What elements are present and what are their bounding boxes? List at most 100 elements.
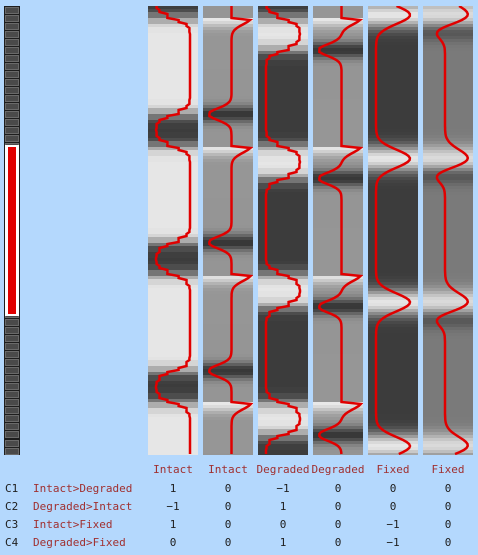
- contrast-weight[interactable]: 0: [444, 518, 452, 531]
- contrast-weight[interactable]: 0: [169, 536, 177, 549]
- scan-block[interactable]: [5, 343, 19, 351]
- intensity-band: [203, 213, 253, 217]
- intensity-band: [258, 318, 308, 322]
- scan-block[interactable]: [5, 335, 19, 343]
- intensity-band: [313, 57, 363, 61]
- contrast-weight[interactable]: 0: [224, 500, 232, 513]
- contrast-weight[interactable]: 1: [279, 500, 287, 513]
- scan-block[interactable]: [5, 70, 19, 78]
- scan-block[interactable]: [5, 423, 19, 431]
- scan-block[interactable]: [5, 415, 19, 423]
- intensity-band: [258, 303, 308, 307]
- scan-block[interactable]: [5, 327, 19, 335]
- contrast-weight[interactable]: 0: [334, 500, 342, 513]
- intensity-band: [423, 444, 473, 448]
- scan-block[interactable]: [5, 30, 19, 38]
- intensity-band: [313, 435, 363, 439]
- scan-block[interactable]: [5, 399, 19, 407]
- contrast-weight[interactable]: 0: [334, 482, 342, 495]
- intensity-band: [258, 102, 308, 106]
- contrast-label[interactable]: Intact>Fixed: [33, 518, 113, 531]
- regressor-column-6[interactable]: [423, 6, 473, 455]
- regressor-column-5[interactable]: [368, 6, 418, 455]
- contrast-weight[interactable]: −1: [166, 500, 180, 513]
- selected-session-marker[interactable]: [5, 145, 19, 316]
- contrast-weight[interactable]: 0: [389, 482, 397, 495]
- intensity-band: [313, 393, 363, 397]
- contrast-weight[interactable]: 0: [334, 536, 342, 549]
- intensity-band: [313, 225, 363, 229]
- scan-block[interactable]: [5, 54, 19, 62]
- scan-block[interactable]: [5, 431, 19, 439]
- scan-block[interactable]: [5, 383, 19, 391]
- contrast-label[interactable]: Degraded>Intact: [33, 500, 133, 513]
- contrast-weight[interactable]: 0: [224, 482, 232, 495]
- contrast-weight[interactable]: 0: [334, 518, 342, 531]
- scan-block[interactable]: [5, 447, 19, 455]
- intensity-band: [423, 417, 473, 421]
- contrast-weight[interactable]: 0: [389, 500, 397, 513]
- contrast-weight[interactable]: 0: [444, 482, 452, 495]
- intensity-band: [313, 342, 363, 346]
- scan-block[interactable]: [5, 94, 19, 102]
- intensity-band: [368, 90, 418, 94]
- intensity-band: [313, 108, 363, 112]
- scan-block[interactable]: [5, 407, 19, 415]
- scan-block[interactable]: [5, 126, 19, 134]
- regressor-column-3[interactable]: [258, 6, 308, 455]
- scan-block[interactable]: [5, 38, 19, 46]
- scan-block[interactable]: [5, 319, 19, 327]
- contrast-weight[interactable]: −1: [386, 518, 400, 531]
- intensity-band: [258, 423, 308, 427]
- contrast-weight[interactable]: 1: [169, 518, 177, 531]
- scan-block[interactable]: [5, 46, 19, 54]
- intensity-band: [258, 312, 308, 316]
- intensity-band: [203, 369, 253, 373]
- intensity-band: [368, 102, 418, 106]
- scan-block[interactable]: [5, 118, 19, 126]
- regressor-column-4[interactable]: [313, 6, 363, 455]
- intensity-band: [148, 411, 198, 415]
- regressor-column-1[interactable]: [148, 6, 198, 455]
- scan-block[interactable]: [5, 439, 19, 447]
- scan-block[interactable]: [5, 375, 19, 383]
- regressor-column-2[interactable]: [203, 6, 253, 455]
- intensity-band: [368, 108, 418, 112]
- contrast-weight[interactable]: 0: [444, 536, 452, 549]
- intensity-band: [423, 210, 473, 214]
- scan-block[interactable]: [5, 86, 19, 94]
- contrast-weight[interactable]: −1: [386, 536, 400, 549]
- intensity-band: [368, 318, 418, 322]
- scan-block[interactable]: [5, 351, 19, 359]
- intensity-band: [203, 84, 253, 88]
- scan-block[interactable]: [5, 367, 19, 375]
- scan-block[interactable]: [5, 22, 19, 30]
- scan-block[interactable]: [5, 110, 19, 118]
- contrast-weight[interactable]: 0: [224, 518, 232, 531]
- scan-block[interactable]: [5, 62, 19, 70]
- intensity-band: [258, 276, 308, 280]
- intensity-band: [258, 150, 308, 154]
- contrast-weight[interactable]: −1: [276, 482, 290, 495]
- intensity-band: [368, 60, 418, 64]
- contrast-label[interactable]: Degraded>Fixed: [33, 536, 126, 549]
- scan-block[interactable]: [5, 6, 19, 14]
- scan-block[interactable]: [5, 78, 19, 86]
- scan-session-bar[interactable]: [4, 6, 20, 455]
- intensity-band: [148, 198, 198, 202]
- contrast-label[interactable]: Intact>Degraded: [33, 482, 133, 495]
- intensity-band: [258, 426, 308, 430]
- contrast-weight[interactable]: 0: [224, 536, 232, 549]
- scan-block[interactable]: [5, 359, 19, 367]
- scan-block[interactable]: [5, 134, 19, 142]
- contrast-weight[interactable]: 1: [169, 482, 177, 495]
- contrast-weight[interactable]: 0: [444, 500, 452, 513]
- intensity-band: [203, 261, 253, 265]
- scan-block[interactable]: [5, 102, 19, 110]
- scan-block[interactable]: [5, 14, 19, 22]
- intensity-band: [203, 306, 253, 310]
- scan-block[interactable]: [5, 391, 19, 399]
- contrast-weight[interactable]: 1: [279, 536, 287, 549]
- contrast-weight[interactable]: 0: [279, 518, 287, 531]
- intensity-band: [203, 240, 253, 244]
